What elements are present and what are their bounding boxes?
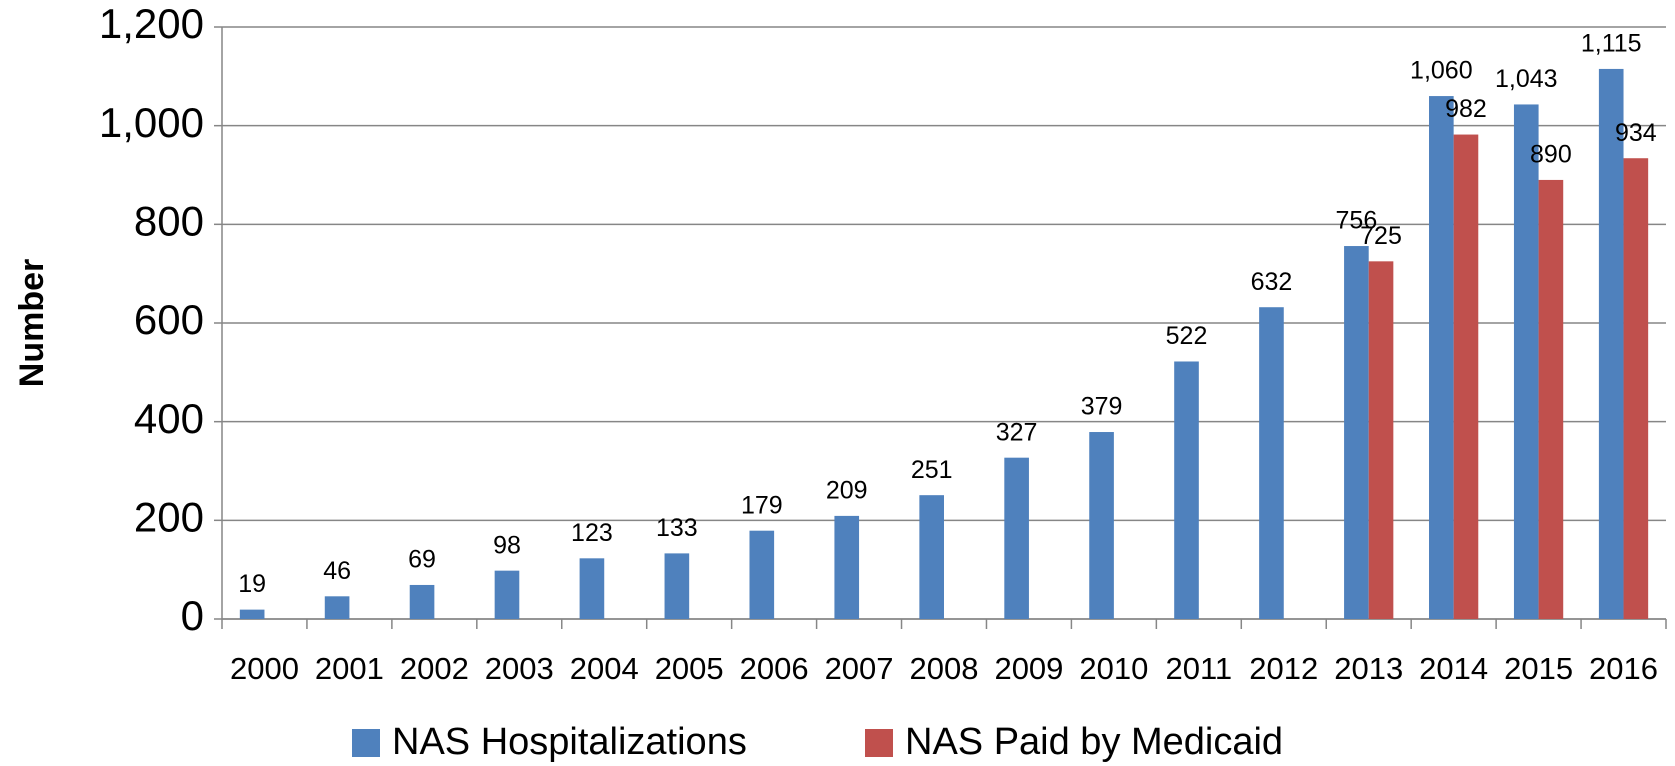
x-tick-label: 2014 [1419,651,1488,686]
bar [1513,104,1539,620]
data-label: 327 [996,418,1038,446]
bar [749,530,775,619]
data-label: 133 [656,514,698,542]
x-tick-label: 2002 [400,651,469,686]
bar [1174,361,1199,619]
y-tick-label: 1,200 [99,0,204,47]
bar [834,515,860,619]
data-label: 123 [571,519,613,547]
y-axis-title: Number [13,259,51,387]
bar [409,584,435,619]
data-label: 251 [911,456,953,484]
legend-label: NAS Hospitalizations [392,721,747,763]
x-tick-label: 2011 [1165,651,1232,686]
y-tick-label: 400 [134,395,204,442]
data-label: 522 [1166,322,1208,350]
data-label: 632 [1251,268,1293,296]
x-tick-label: 2007 [825,651,894,686]
data-label: 179 [741,491,783,519]
y-tick-label: 600 [134,296,204,343]
x-tick-label: 2013 [1334,651,1403,686]
bar [494,570,520,619]
y-tick-label: 0 [181,592,204,639]
data-label: 209 [826,477,868,505]
x-tick-label: 2015 [1504,651,1573,686]
bar [1344,246,1369,620]
bar [1623,158,1649,619]
x-tick-label: 2005 [655,651,724,686]
data-label: 46 [323,557,351,585]
x-tick-label: 2008 [910,651,979,686]
data-label: 1,043 [1495,65,1558,93]
bar [664,553,690,619]
bar [1004,457,1029,619]
data-label: 982 [1445,95,1487,123]
data-label: 890 [1530,141,1572,169]
bar [1368,261,1394,619]
data-label: 725 [1360,222,1402,250]
y-tick-label: 800 [134,197,204,244]
data-label: 379 [1081,393,1123,421]
bar [919,495,944,619]
data-label: 756 [1336,207,1378,235]
data-label: 934 [1615,119,1657,147]
x-tick-label: 2000 [230,651,299,686]
x-tick-label: 2006 [740,651,809,686]
legend-swatch [352,729,380,757]
x-tick-label: 2012 [1249,651,1318,686]
data-label: 98 [493,531,521,559]
x-tick-label: 2001 [315,651,384,686]
data-label: 1,060 [1410,57,1473,85]
y-tick-label: 1,000 [99,99,204,146]
bar [1598,68,1624,619]
x-tick-label: 2004 [570,651,639,686]
bar [239,609,265,619]
bar [1259,307,1284,619]
y-tick-label: 200 [134,493,204,540]
data-label: 19 [238,570,266,598]
legend-label: NAS Paid by Medicaid [905,721,1283,763]
bar [324,596,350,619]
x-tick-label: 2010 [1079,651,1148,686]
bar [1089,432,1114,619]
data-label: 1,115 [1581,30,1642,58]
bar [1453,134,1479,619]
x-tick-label: 2016 [1589,651,1658,686]
bar [579,558,605,619]
x-tick-label: 2009 [994,651,1063,686]
bar [1538,179,1564,619]
bar [1429,96,1454,620]
legend-swatch [865,729,893,757]
data-label: 69 [408,546,436,574]
x-tick-label: 2003 [485,651,554,686]
